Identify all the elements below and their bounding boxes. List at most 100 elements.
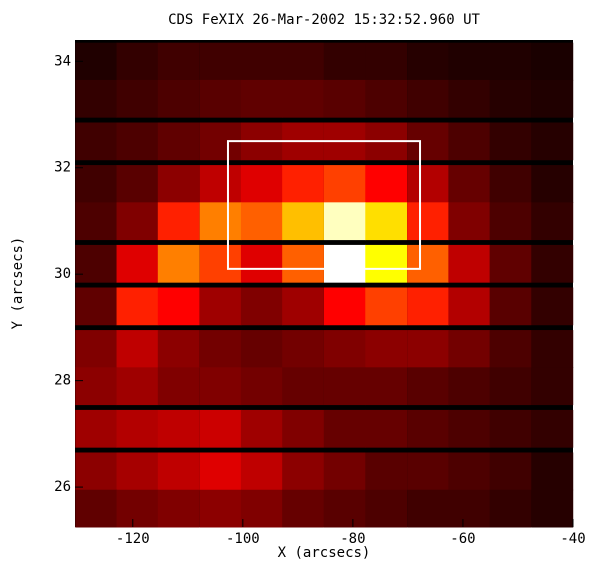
heatmap-cell	[116, 409, 159, 448]
heatmap-cell	[407, 202, 449, 241]
heatmap-cell	[75, 122, 118, 161]
heatmap-cell	[324, 367, 366, 406]
heatmap-cell	[75, 244, 118, 283]
heatmap-cell	[116, 122, 159, 161]
heatmap-cell	[531, 489, 574, 528]
heatmap-cell	[240, 79, 283, 118]
heatmap-cell	[407, 452, 449, 491]
heatmap-cell	[240, 367, 283, 406]
heatmap-cell	[489, 122, 532, 161]
heatmap-cell	[240, 202, 283, 241]
y-tick-label: 34	[54, 53, 71, 69]
heatmap-cell	[324, 244, 366, 283]
heatmap-cell	[407, 42, 449, 81]
heatmap-cell	[116, 489, 159, 528]
heatmap-cell	[116, 165, 159, 203]
heatmap-cell	[407, 409, 449, 448]
heatmap-cell	[282, 367, 324, 406]
heatmap-cell	[157, 42, 200, 81]
y-tick-label: 30	[54, 266, 71, 282]
heatmap-cell	[199, 165, 242, 203]
heatmap-cell	[282, 287, 324, 326]
heatmap-cell	[489, 202, 532, 241]
heatmap-cell	[489, 452, 532, 491]
heatmap-cell	[157, 122, 200, 161]
heatmap-cell	[448, 202, 491, 241]
heatmap-cell	[282, 165, 324, 203]
heatmap-cell	[531, 42, 574, 81]
x-tick-label: -60	[450, 531, 475, 547]
heatmap-cell	[448, 42, 491, 81]
heatmap-cell	[448, 79, 491, 118]
heatmap-cell	[157, 452, 200, 491]
x-axis-label: X (arcsecs)	[278, 545, 371, 561]
heatmap-cell	[240, 330, 283, 368]
heatmap-cell	[365, 409, 408, 448]
heatmap-cell	[240, 287, 283, 326]
heatmap-cell	[489, 330, 532, 368]
heatmap-cell	[531, 202, 574, 241]
heatmap-cell	[75, 452, 118, 491]
heatmap-cell	[75, 287, 118, 326]
heatmap-cell	[240, 452, 283, 491]
heatmap-cell	[199, 244, 242, 283]
heatmap-cell	[199, 287, 242, 326]
heatmap-cell	[365, 42, 408, 81]
region-box	[226, 140, 422, 270]
heatmap-cell	[448, 367, 491, 406]
heatmap-cell	[448, 409, 491, 448]
heatmap-cell	[324, 452, 366, 491]
heatmap-cell	[489, 367, 532, 406]
heatmap-cell	[75, 202, 118, 241]
heatmap-cell	[531, 409, 574, 448]
heatmap-cell	[407, 489, 449, 528]
heatmap-cell	[407, 165, 449, 203]
heatmap-cell	[531, 330, 574, 368]
heatmap-cell	[116, 244, 159, 283]
heatmap-cell	[75, 330, 118, 368]
heatmap-cell	[489, 42, 532, 81]
heatmap-cell	[365, 244, 408, 283]
heatmap-cell	[282, 202, 324, 241]
heatmap-cell	[75, 165, 118, 203]
heatmap-cell	[489, 244, 532, 283]
heatmap-cell	[407, 244, 449, 283]
heatmap-cell	[157, 202, 200, 241]
heatmap-cell	[199, 202, 242, 241]
heatmap-cell	[157, 367, 200, 406]
heatmap-cell	[448, 165, 491, 203]
heatmap-cell	[116, 42, 159, 81]
x-tick-label: -100	[226, 531, 260, 547]
heatmap-cell	[282, 452, 324, 491]
heatmap-cell	[365, 287, 408, 326]
heatmap-cell	[489, 79, 532, 118]
heatmap-cell	[407, 287, 449, 326]
heatmap-cell	[324, 202, 366, 241]
heatmap-cell	[448, 489, 491, 528]
heatmap-cell	[448, 287, 491, 326]
heatmap-cell	[365, 367, 408, 406]
heatmap-cell	[282, 79, 324, 118]
y-tick-label: 32	[54, 160, 71, 176]
heatmap-cell	[157, 287, 200, 326]
heatmap-cell	[75, 409, 118, 448]
heatmap-cell	[489, 287, 532, 326]
heatmap-cell	[199, 330, 242, 368]
heatmap-cell	[448, 122, 491, 161]
heatmap-cell	[531, 79, 574, 118]
heatmap-cell	[240, 489, 283, 528]
heatmap-cell	[157, 409, 200, 448]
heatmap-cell	[365, 79, 408, 118]
heatmap-cell	[116, 79, 159, 118]
heatmap-cell	[157, 244, 200, 283]
heatmap-cell	[448, 330, 491, 368]
x-tick-label: -40	[560, 531, 585, 547]
heatmap-cell	[199, 42, 242, 81]
heatmap-cell	[531, 287, 574, 326]
heatmap-cell	[448, 452, 491, 491]
heatmap-cell	[282, 42, 324, 81]
y-axis-label: Y (arcsecs)	[10, 237, 26, 330]
y-tick-label: 28	[54, 373, 71, 389]
heatmap-cell	[199, 367, 242, 406]
